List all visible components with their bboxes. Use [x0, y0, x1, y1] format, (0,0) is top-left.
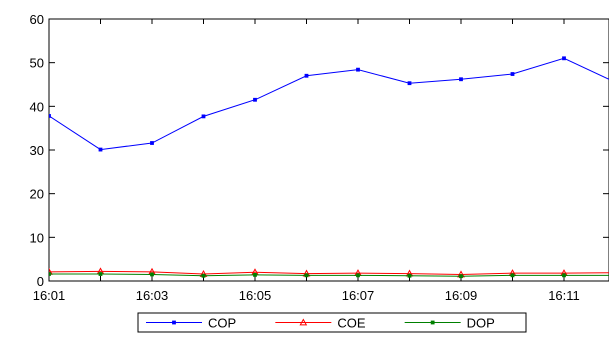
data-point	[563, 274, 566, 277]
data-point	[431, 321, 434, 324]
x-tick-label: 16:05	[239, 288, 272, 303]
data-point	[151, 142, 154, 145]
x-tick-label: 16:01	[33, 288, 66, 303]
data-point	[460, 275, 463, 278]
y-axis: 0 10 20 30 40 50 60	[30, 12, 609, 289]
data-point	[173, 321, 176, 324]
y-tick-label: 30	[30, 143, 44, 158]
data-point	[254, 273, 257, 276]
data-point	[357, 68, 360, 71]
data-point	[254, 98, 257, 101]
data-point	[511, 274, 514, 277]
y-tick-label: 60	[30, 12, 44, 27]
y-tick-label: 40	[30, 99, 44, 114]
x-axis: 16:01 16:03 16:05 16:07 16:09 16:11	[33, 19, 609, 303]
data-point	[305, 274, 308, 277]
y-tick-label: 50	[30, 56, 44, 71]
data-point	[563, 57, 566, 60]
y-tick-label: 20	[30, 187, 44, 202]
data-point	[202, 115, 205, 118]
series-line	[49, 274, 609, 276]
data-point	[305, 74, 308, 77]
data-point	[48, 114, 51, 117]
plot-frame	[49, 19, 609, 281]
x-tick-label: 16:03	[136, 288, 169, 303]
legend-label: DOP	[467, 316, 495, 331]
data-point	[202, 274, 205, 277]
series-layer	[46, 57, 609, 278]
y-tick-label: 10	[30, 230, 44, 245]
series-line	[49, 58, 609, 149]
legend: COP COE DOP	[138, 313, 526, 332]
data-point	[408, 274, 411, 277]
data-point	[460, 78, 463, 81]
data-point	[511, 73, 514, 76]
x-tick-label: 16:09	[445, 288, 478, 303]
legend-label: COP	[208, 316, 236, 331]
data-point	[357, 274, 360, 277]
data-point	[151, 273, 154, 276]
data-point	[99, 148, 102, 151]
y-tick-label: 0	[37, 274, 44, 289]
series-cop	[48, 57, 609, 151]
data-point	[99, 273, 102, 276]
x-tick-label: 16:11	[548, 288, 580, 303]
x-tick-label: 16:07	[342, 288, 375, 303]
data-point	[48, 273, 51, 276]
legend-label: COE	[337, 316, 366, 331]
data-point	[408, 82, 411, 85]
